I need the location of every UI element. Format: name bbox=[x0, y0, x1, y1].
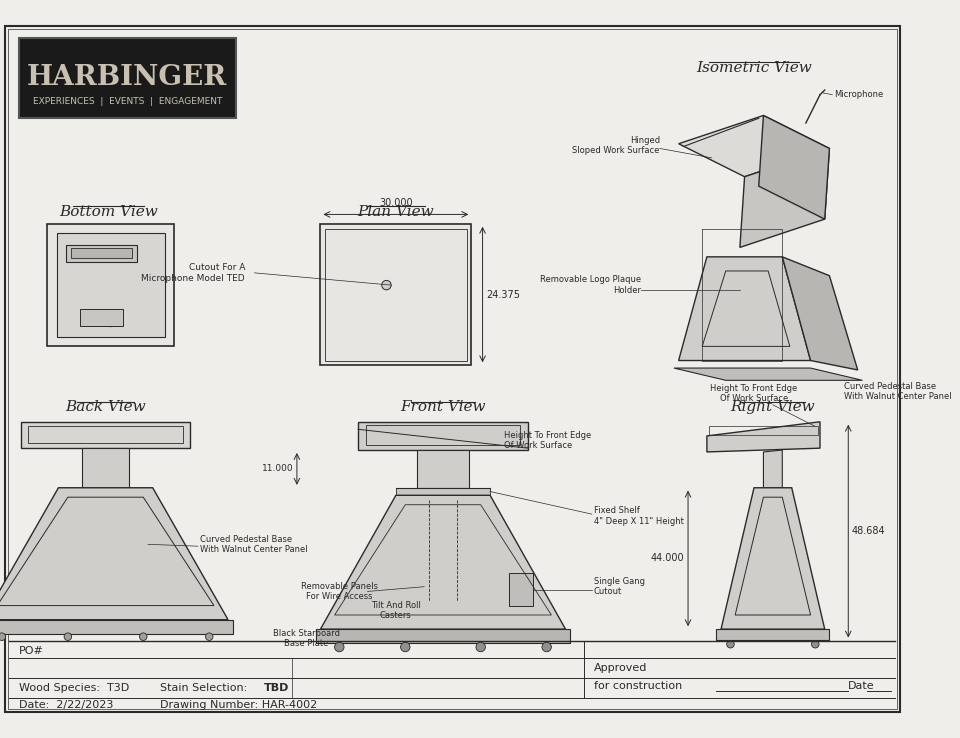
Bar bbox=[57, 233, 165, 337]
Text: Approved: Approved bbox=[594, 663, 647, 673]
Polygon shape bbox=[321, 495, 565, 629]
Text: Curved Pedestal Base
With Walnut Center Panel: Curved Pedestal Base With Walnut Center … bbox=[200, 534, 307, 554]
Text: TBD: TBD bbox=[264, 683, 289, 692]
Bar bbox=[80, 308, 123, 325]
Circle shape bbox=[382, 280, 391, 290]
Text: Single Gang
Cutout: Single Gang Cutout bbox=[594, 577, 645, 596]
Polygon shape bbox=[679, 115, 829, 176]
Bar bbox=[316, 629, 570, 644]
Text: Tilt And Roll
Casters: Tilt And Roll Casters bbox=[371, 601, 420, 620]
Circle shape bbox=[811, 641, 819, 648]
Text: Plan View: Plan View bbox=[357, 205, 434, 219]
Text: HARBINGER: HARBINGER bbox=[27, 64, 228, 92]
Polygon shape bbox=[758, 115, 829, 219]
Polygon shape bbox=[679, 257, 810, 361]
Circle shape bbox=[103, 310, 119, 327]
Bar bbox=[321, 224, 471, 365]
Text: Height To Front Edge
Of Work Surface: Height To Front Edge Of Work Surface bbox=[710, 384, 798, 403]
Bar bbox=[28, 427, 182, 444]
Text: Drawing Number: HAR-4002: Drawing Number: HAR-4002 bbox=[160, 700, 318, 711]
Polygon shape bbox=[721, 488, 825, 629]
Text: 44.000: 44.000 bbox=[651, 554, 684, 563]
Text: Hinged
Sloped Work Surface: Hinged Sloped Work Surface bbox=[572, 136, 660, 155]
Bar bbox=[66, 244, 136, 261]
Bar bbox=[509, 573, 533, 606]
Polygon shape bbox=[740, 148, 829, 247]
Circle shape bbox=[727, 641, 734, 648]
Bar bbox=[21, 422, 190, 448]
Text: Microphone: Microphone bbox=[834, 90, 883, 99]
Polygon shape bbox=[0, 488, 228, 620]
Text: Curved Pedestal Base
With Walnut Center Panel: Curved Pedestal Base With Walnut Center … bbox=[844, 382, 951, 401]
Polygon shape bbox=[707, 422, 820, 452]
Circle shape bbox=[542, 642, 551, 652]
Text: Height To Front Edge
Of Work Surface: Height To Front Edge Of Work Surface bbox=[504, 431, 591, 450]
Circle shape bbox=[205, 633, 213, 641]
Bar bbox=[396, 488, 491, 495]
Text: Removable Panels
For Wire Access: Removable Panels For Wire Access bbox=[300, 582, 378, 601]
Text: Wood Species:  T3D: Wood Species: T3D bbox=[19, 683, 129, 692]
Polygon shape bbox=[674, 368, 862, 380]
Text: EXPERIENCES  |  EVENTS  |  ENGAGEMENT: EXPERIENCES | EVENTS | ENGAGEMENT bbox=[33, 97, 222, 106]
Circle shape bbox=[64, 633, 72, 641]
Bar bbox=[0, 620, 233, 634]
Text: 11.000: 11.000 bbox=[261, 464, 293, 473]
Polygon shape bbox=[763, 450, 782, 489]
Polygon shape bbox=[417, 450, 469, 488]
Text: 30.000: 30.000 bbox=[379, 198, 413, 208]
Polygon shape bbox=[782, 257, 857, 370]
Text: Removable Logo Plaque
Holder: Removable Logo Plaque Holder bbox=[540, 275, 641, 294]
Bar bbox=[716, 629, 829, 641]
Text: Back View: Back View bbox=[65, 400, 146, 414]
Text: Date: Date bbox=[849, 680, 875, 691]
Bar bbox=[47, 224, 175, 346]
Circle shape bbox=[476, 642, 486, 652]
Text: 24.375: 24.375 bbox=[487, 289, 520, 300]
Text: Bottom View: Bottom View bbox=[59, 205, 157, 219]
Circle shape bbox=[400, 642, 410, 652]
Text: Black Starboard
Base Plate: Black Starboard Base Plate bbox=[273, 629, 340, 648]
Text: for construction: for construction bbox=[594, 680, 682, 691]
Text: Stain Selection:: Stain Selection: bbox=[160, 683, 251, 692]
Bar bbox=[708, 426, 818, 435]
Circle shape bbox=[0, 633, 6, 641]
Bar bbox=[19, 38, 235, 118]
Text: Isometric View: Isometric View bbox=[696, 61, 812, 75]
Circle shape bbox=[139, 633, 147, 641]
Text: Front View: Front View bbox=[400, 400, 486, 414]
Text: Fixed Shelf
4" Deep X 11" Height: Fixed Shelf 4" Deep X 11" Height bbox=[594, 506, 684, 525]
Bar bbox=[325, 229, 467, 361]
Circle shape bbox=[107, 314, 114, 322]
Circle shape bbox=[335, 642, 344, 652]
Text: Cutout For A
Microphone Model TED: Cutout For A Microphone Model TED bbox=[141, 263, 245, 283]
Text: Right View: Right View bbox=[731, 400, 815, 414]
Bar bbox=[71, 249, 132, 258]
Bar bbox=[358, 422, 528, 450]
Text: PO#: PO# bbox=[19, 646, 44, 656]
Text: Date:  2/22/2023: Date: 2/22/2023 bbox=[19, 700, 113, 711]
Polygon shape bbox=[82, 448, 130, 488]
Bar bbox=[366, 424, 520, 445]
Text: 48.684: 48.684 bbox=[852, 526, 886, 536]
